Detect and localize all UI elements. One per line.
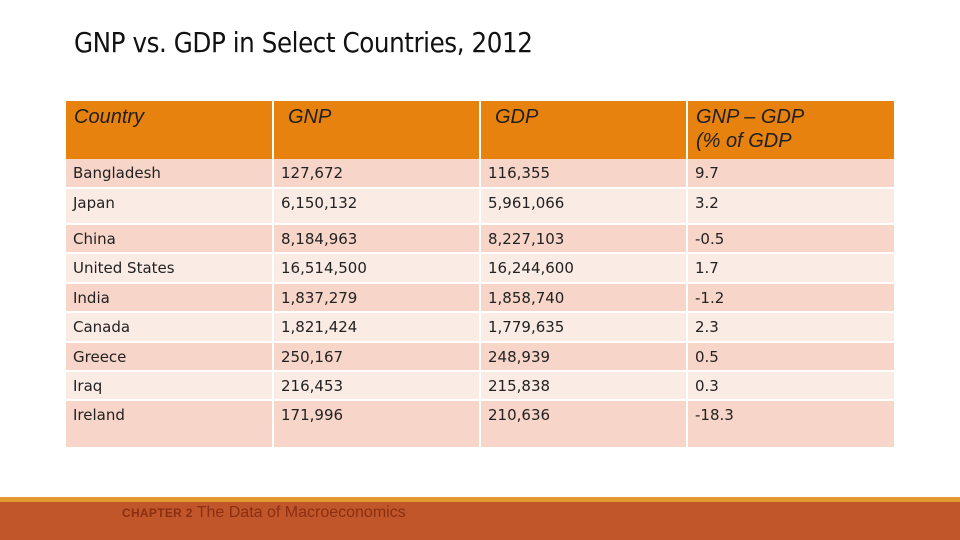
gnp-gdp-table: Country GNP GDP GNP – GDP (% of GDP Bang… bbox=[66, 101, 894, 449]
column-header-gdp: GDP bbox=[480, 101, 688, 159]
cell-gnp: 250,167 bbox=[273, 342, 481, 372]
cell-gdp: 215,838 bbox=[480, 371, 688, 401]
table-row: Canada 1,821,424 1,779,635 2.3 bbox=[66, 312, 894, 343]
cell-gdp: 5,961,066 bbox=[480, 188, 688, 225]
cell-gdp: 116,355 bbox=[480, 159, 688, 189]
table-row: China 8,184,963 8,227,103 -0.5 bbox=[66, 224, 894, 254]
cell-gnp-minus-gdp: 9.7 bbox=[687, 159, 894, 189]
cell-gnp-minus-gdp: -1.2 bbox=[687, 283, 894, 313]
cell-gnp: 8,184,963 bbox=[273, 224, 481, 254]
cell-country: Bangladesh bbox=[66, 159, 274, 189]
footer-accent-line bbox=[0, 497, 960, 502]
column-header-gnp-minus-gdp: GNP – GDP (% of GDP bbox=[687, 101, 894, 159]
cell-gnp-minus-gdp: 2.3 bbox=[687, 312, 894, 343]
cell-gdp: 1,779,635 bbox=[480, 312, 688, 343]
table-row: Japan 6,150,132 5,961,066 3.2 bbox=[66, 188, 894, 225]
table-header-row: Country GNP GDP GNP – GDP (% of GDP bbox=[66, 101, 894, 159]
cell-country: Iraq bbox=[66, 371, 274, 401]
cell-country: Canada bbox=[66, 312, 274, 343]
cell-country: Japan bbox=[66, 188, 274, 225]
slide-title: GNP vs. GDP in Select Countries, 2012 bbox=[74, 26, 533, 59]
cell-gnp: 1,821,424 bbox=[273, 312, 481, 343]
table-row: India 1,837,279 1,858,740 -1.2 bbox=[66, 283, 894, 313]
cell-gnp: 16,514,500 bbox=[273, 253, 481, 284]
cell-gnp-minus-gdp: -18.3 bbox=[687, 400, 894, 449]
cell-country: United States bbox=[66, 253, 274, 284]
cell-gdp: 1,858,740 bbox=[480, 283, 688, 313]
table-row: United States 16,514,500 16,244,600 1.7 bbox=[66, 253, 894, 284]
cell-gnp: 6,150,132 bbox=[273, 188, 481, 225]
cell-gnp: 216,453 bbox=[273, 371, 481, 401]
table-row: Iraq 216,453 215,838 0.3 bbox=[66, 371, 894, 401]
cell-gnp-minus-gdp: -0.5 bbox=[687, 224, 894, 254]
table-row: Bangladesh 127,672 116,355 9.7 bbox=[66, 159, 894, 189]
cell-country: China bbox=[66, 224, 274, 254]
footer-chapter-label: CHAPTER 2 bbox=[122, 506, 193, 520]
column-header-gnp: GNP bbox=[273, 101, 481, 159]
cell-gdp: 210,636 bbox=[480, 400, 688, 449]
cell-gdp: 248,939 bbox=[480, 342, 688, 372]
cell-gnp-minus-gdp: 3.2 bbox=[687, 188, 894, 225]
cell-country: Ireland bbox=[66, 400, 274, 449]
cell-gdp: 8,227,103 bbox=[480, 224, 688, 254]
cell-gnp: 1,837,279 bbox=[273, 283, 481, 313]
cell-gnp-minus-gdp: 1.7 bbox=[687, 253, 894, 284]
footer-topic-label: The Data of Macroeconomics bbox=[196, 504, 406, 521]
cell-gnp: 127,672 bbox=[273, 159, 481, 189]
cell-gdp: 16,244,600 bbox=[480, 253, 688, 284]
column-header-gnp-minus-gdp-line1: GNP – GDP bbox=[696, 106, 805, 128]
column-header-country: Country bbox=[66, 101, 274, 159]
table-row: Ireland 171,996 210,636 -18.3 bbox=[66, 400, 894, 449]
cell-gnp: 171,996 bbox=[273, 400, 481, 449]
footer-caption: CHAPTER 2 The Data of Macroeconomics bbox=[122, 504, 406, 522]
footer-band bbox=[0, 497, 960, 540]
cell-gnp-minus-gdp: 0.3 bbox=[687, 371, 894, 401]
column-header-gnp-minus-gdp-line2: (% of GDP bbox=[696, 130, 792, 152]
cell-country: Greece bbox=[66, 342, 274, 372]
table-row: Greece 250,167 248,939 0.5 bbox=[66, 342, 894, 372]
cell-gnp-minus-gdp: 0.5 bbox=[687, 342, 894, 372]
cell-country: India bbox=[66, 283, 274, 313]
